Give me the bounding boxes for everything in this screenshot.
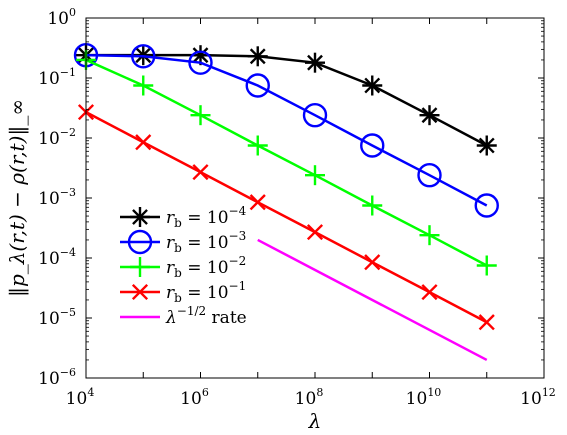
x-tick-label: 1010 [406,386,442,409]
y-tick-label: 10−1 [38,66,76,89]
x-tick-label: 106 [180,386,209,409]
data-point [364,254,381,271]
marker-circle [131,44,156,69]
marker-stroke [364,254,381,271]
marker-stroke [192,47,209,64]
data-point [302,102,328,128]
legend-entry-0: rb = 10−4 [120,204,247,230]
y-tick-label: 10−2 [38,126,76,149]
data-point [478,314,495,331]
marker-circle [188,50,213,75]
series-1 [73,42,499,218]
axes-layer: 104 106 108 1010 1012 10−6 10−5 10−4 10−3 10−2 10−… [38,6,556,409]
series-2 [76,49,497,276]
data-point [305,52,325,73]
marker-stroke [131,283,149,301]
marker-circle [474,193,499,218]
series-line [85,111,488,324]
x-axis-label: λ [308,409,322,433]
marker-stroke [249,48,266,65]
marker-circle [127,229,153,255]
marker-stroke [135,134,152,151]
marker-circle [302,102,328,128]
data-point [192,164,209,181]
x-tick-label: 104 [66,386,95,409]
data-point [190,105,211,126]
y-tick-label: 10−4 [38,246,76,269]
data-point [419,105,440,126]
y-axis-label: ‖p_λ(r,t) − ρ(r,t)‖_∞ [5,99,30,297]
marker-circle [360,133,385,158]
data-point [247,135,268,156]
marker-stroke [478,314,495,331]
data-point [360,133,385,158]
data-point [247,46,268,67]
data-point [474,193,499,218]
data-point [249,194,266,211]
marker-stroke [249,194,266,211]
legend-entry-2: rb = 10−2 [120,254,246,280]
marker-stroke [478,137,495,154]
legend-entry-4: λ−1/2 rate [120,304,247,328]
data-point [135,134,152,151]
y-tick-label: 10−5 [38,306,76,329]
series-line [85,53,488,207]
legend-label: rb = 10−4 [166,204,247,230]
marker-stroke [192,164,209,181]
legend-entry-1: rb = 10−3 [120,229,246,255]
marker-stroke [132,209,148,225]
x-tick-label: 108 [295,386,324,409]
legend-label: rb = 10−2 [166,254,246,280]
data-point [421,284,438,301]
marker-stroke [421,284,438,301]
data-point [131,283,149,301]
legend-label: rb = 10−3 [166,229,246,255]
data-point [417,162,442,188]
y-tick-label: 10−3 [38,186,76,209]
y-tick-label: 100 [47,6,76,29]
data-point [130,257,150,277]
data-point [130,207,150,227]
y-tick-label: 10−6 [38,366,76,389]
data-point [131,44,156,69]
data-point [419,225,440,246]
data-point [306,224,324,241]
series-4 [257,238,488,362]
data-point [362,75,383,96]
marker-stroke [364,77,381,94]
data-point [133,75,154,96]
data-point [245,73,270,98]
marker-stroke [421,107,438,124]
legend-entry-3: rb = 10−1 [120,279,246,305]
marker-circle [417,162,442,188]
marker-stroke [307,54,323,71]
series-layer [73,42,499,362]
marker-circle [245,73,270,98]
legend: rb = 10−4rb = 10−3rb = 10−2rb = 10−1λ−1/… [120,204,247,328]
data-point [305,165,325,186]
data-point [362,195,383,216]
data-point [127,229,153,255]
legend-label: rb = 10−1 [166,279,246,305]
series-line [85,58,488,267]
x-tick-label: 1012 [520,386,556,409]
series-line [257,238,488,362]
legend-label: λ−1/2 rate [165,304,247,328]
data-point [476,135,497,156]
data-point [476,255,497,276]
series-3 [77,104,495,331]
data-point [188,50,213,75]
marker-stroke [306,224,324,241]
